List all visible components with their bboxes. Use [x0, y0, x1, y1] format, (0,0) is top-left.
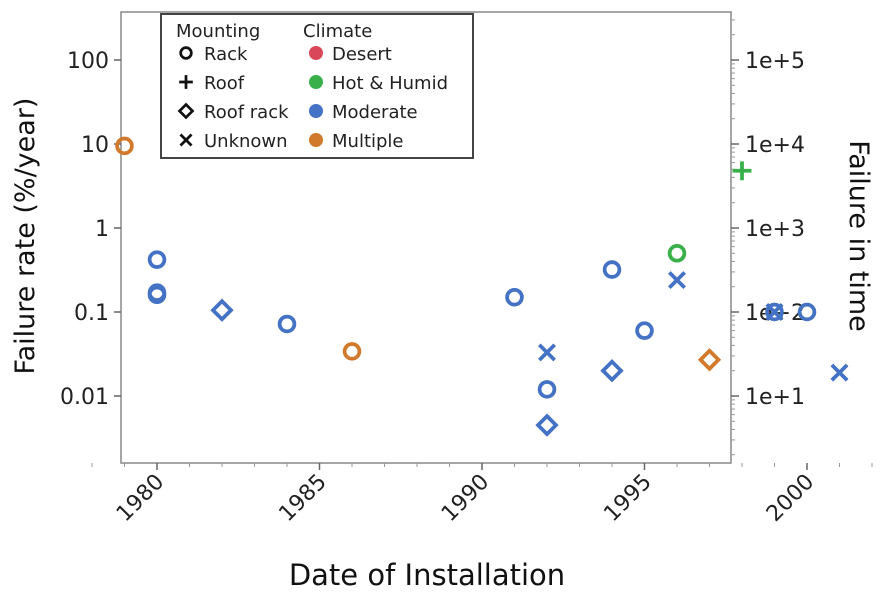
- legend-marker-plus: [179, 75, 193, 89]
- data-point-circle: [602, 260, 622, 279]
- data-point-circle: [147, 250, 167, 269]
- y2-tick-label: 1e+5: [745, 49, 805, 74]
- y-tick-label: 100: [67, 49, 109, 74]
- data-point-x: [765, 303, 784, 321]
- data-point-circle: [277, 314, 297, 334]
- x-tick-label: 1980: [112, 470, 169, 527]
- y-tick-label: 0.1: [74, 301, 109, 326]
- data-point-plus: [732, 161, 752, 181]
- legend-marker-circle: [179, 46, 193, 60]
- y2-tick-label: 1e+3: [745, 217, 805, 242]
- x-tick-label: 1990: [437, 470, 494, 527]
- data-point-x: [830, 363, 849, 382]
- y2-tick-label: 1e+4: [745, 133, 805, 158]
- y-tick-label: 1: [95, 217, 109, 242]
- legend-mounting-label: Rack: [204, 44, 248, 65]
- data-points: [115, 136, 849, 437]
- legend-mounting-entries: Rack Roof Roof rack Unknown: [177, 44, 289, 152]
- y-axis-left: 100 10 1 0.1 0.01: [60, 49, 121, 410]
- y2-tick-label: 1e+1: [745, 385, 805, 410]
- x-axis: 19801985199019952000200520102015: [91, 463, 873, 527]
- y-axis-right: 1e+51e+41e+31e+21e+1: [731, 19, 805, 456]
- legend-mounting-title: Mounting: [176, 21, 260, 42]
- data-point-diamond: [600, 359, 624, 383]
- legend-climate-entries: Desert Hot & Humid Moderate Multiple: [309, 44, 448, 152]
- legend-climate-title: Climate: [303, 21, 372, 42]
- data-point-circle: [635, 321, 654, 340]
- data-point-diamond: [210, 298, 234, 322]
- x-tick-label: 2000: [762, 470, 819, 527]
- data-point-x: [668, 271, 686, 290]
- legend-marker-diamond: [177, 102, 195, 120]
- y-tick-label: 0.01: [60, 385, 109, 410]
- data-point-circle: [115, 136, 134, 156]
- data-point-diamond: [697, 348, 722, 372]
- data-point-circle: [765, 302, 784, 322]
- legend-climate-label: Hot & Humid: [332, 73, 448, 94]
- plot-frame: [120, 11, 732, 464]
- data-point-circle: [537, 380, 557, 399]
- data-point-circle: [342, 342, 362, 361]
- data-point-circle: [797, 302, 817, 322]
- legend-marker-x: [179, 133, 193, 147]
- x-tick-label: 1985: [274, 470, 331, 527]
- legend-color-swatch: [309, 104, 323, 118]
- data-point-x: [538, 343, 556, 362]
- legend-color-swatch: [309, 46, 323, 60]
- x-tick-label: 1995: [599, 470, 656, 527]
- legend-mounting-label: Unknown: [204, 131, 288, 152]
- legend-climate-label: Multiple: [332, 131, 404, 152]
- x-axis-label: Date of Installation: [289, 558, 565, 592]
- legend-climate-label: Desert: [332, 44, 392, 65]
- data-point-circle: [505, 287, 524, 307]
- data-point-diamond: [535, 413, 559, 437]
- legend-climate-label: Moderate: [332, 102, 418, 123]
- legend: Mounting Climate Rack Roof Roof rack Unknow…: [160, 13, 474, 159]
- legend-color-swatch: [309, 75, 323, 89]
- y2-axis-label: Failure in time: [843, 140, 874, 332]
- legend-mounting-label: Roof: [204, 73, 245, 94]
- data-point-circle: [667, 244, 687, 263]
- legend-mounting-label: Roof rack: [204, 102, 289, 123]
- legend-color-swatch: [309, 133, 323, 147]
- data-point-circle: [147, 285, 167, 305]
- y-axis-label: Failure rate (%/year): [10, 98, 41, 375]
- y-tick-label: 10: [81, 133, 109, 158]
